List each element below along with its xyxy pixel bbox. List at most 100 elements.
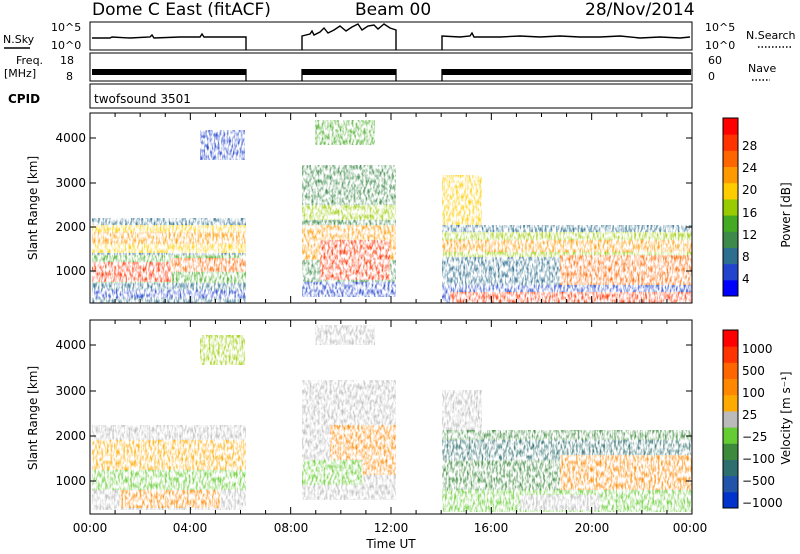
freq-left-tick-bottom: 8 xyxy=(66,70,73,83)
freq-label-2: [MHz] xyxy=(4,67,36,80)
power-ytick-3000: 3000 xyxy=(55,176,86,190)
noise-left-tick-bottom: 10^0 xyxy=(51,39,81,52)
velocity-colorbar-swatch-8 xyxy=(723,362,738,380)
power-heatmap xyxy=(92,120,692,303)
freq-band-1 xyxy=(92,69,246,75)
noise-right-tick-top: 10^5 xyxy=(705,21,735,34)
velocity-heatmap xyxy=(92,325,692,512)
velocity-cbar-tick-25: 25 xyxy=(742,408,757,422)
freq-band-2 xyxy=(302,69,396,75)
power-cbar-tick-4: 4 xyxy=(742,272,750,286)
velocity-scatter-block-3 xyxy=(442,390,692,512)
cpid-frame xyxy=(89,83,693,109)
velocity-colorbar-swatch-5 xyxy=(723,410,738,428)
velocity-ytick-4000: 4000 xyxy=(55,338,86,352)
chart-title: Dome C East (fitACF) xyxy=(92,0,271,20)
power-colorbar-swatch-9 xyxy=(723,134,738,151)
velocity-colorbar-swatch-9 xyxy=(723,346,738,363)
power-cbar-tick-20: 20 xyxy=(742,183,757,197)
date-label: 28/Nov/2014 xyxy=(585,0,695,20)
power-cbar-tick-16: 16 xyxy=(742,206,757,220)
power-colorbar-swatch-1 xyxy=(723,263,738,281)
velocity-colorbar-swatch-3 xyxy=(723,443,738,460)
freq-panel: Freq. [MHz] 18 8 60 0 Nave xyxy=(4,52,776,83)
noise-sky-trace xyxy=(92,23,691,50)
power-axis-ticks xyxy=(89,113,693,303)
power-ytick-1000: 1000 xyxy=(55,264,86,278)
velocity-cbar-label: Velocity [m s⁻¹] xyxy=(779,371,793,464)
freq-panel-frame xyxy=(89,52,693,82)
velocity-cbar-tick-neg100: −100 xyxy=(742,452,775,466)
velocity-scatter-block-2 xyxy=(302,325,396,500)
power-cbar-tick-24: 24 xyxy=(742,161,757,175)
velocity-colorbar-frame xyxy=(722,329,739,509)
velocity-ylabel: Slant Range [km] xyxy=(26,366,40,470)
velocity-scatter-block-1 xyxy=(92,335,246,510)
freq-right-tick-bottom: 0 xyxy=(708,70,715,83)
power-cbar-tick-28: 28 xyxy=(742,139,757,153)
velocity-cbar-tick-neg25: −25 xyxy=(742,430,767,444)
power-colorbar-swatch-10 xyxy=(723,118,738,135)
velocity-cbar-tick-500: 500 xyxy=(742,364,765,378)
velocity-cbar-tick-100: 100 xyxy=(742,386,765,400)
power-cbar-tick-12: 12 xyxy=(742,228,757,242)
power-colorbar-swatch-5 xyxy=(723,198,738,216)
velocity-axis-ticks xyxy=(89,320,693,514)
velocity-panel: Slant Range [km] 1000 2000 3000 4000 00:… xyxy=(26,319,793,551)
velocity-colorbar xyxy=(723,330,738,509)
power-ylabel: Slant Range [km] xyxy=(26,156,40,260)
velocity-colorbar-swatch-4 xyxy=(723,427,738,444)
freq-label-1: Freq. xyxy=(16,54,43,67)
noise-search-label: N.Search xyxy=(746,29,796,42)
velocity-colorbar-swatch-2 xyxy=(723,459,738,477)
freq-gap-edges xyxy=(245,69,443,81)
power-colorbar xyxy=(723,118,738,297)
xtick-1: 04:00 xyxy=(173,521,208,535)
cpid-label: CPID xyxy=(8,92,40,106)
freq-right-tick-top: 60 xyxy=(708,54,722,67)
power-scatter-block-1 xyxy=(92,130,246,303)
noise-sky-label: N.Sky xyxy=(3,33,35,46)
noise-left-tick-top: 10^5 xyxy=(51,21,81,34)
velocity-ytick-1000: 1000 xyxy=(55,474,86,488)
xtick-0: 00:00 xyxy=(73,521,108,535)
cpid-program: twofsound 3501 xyxy=(94,92,191,106)
power-colorbar-swatch-2 xyxy=(723,247,738,265)
noise-panel-frame xyxy=(89,21,693,51)
power-ytick-4000: 4000 xyxy=(55,131,86,145)
power-colorbar-swatch-4 xyxy=(723,215,738,232)
power-cbar-tick-8: 8 xyxy=(742,250,750,264)
xtick-5: 20:00 xyxy=(575,521,610,535)
xtick-6: 00:00 xyxy=(673,521,708,535)
noise-panel: N.Sky 10^5 10^0 10^5 10^0 N.Search xyxy=(3,21,796,52)
power-cbar-label: Power [dB] xyxy=(779,182,793,247)
power-colorbar-swatch-0 xyxy=(723,279,738,297)
power-panel: Slant Range [km] 1000 2000 3000 4000 28 … xyxy=(26,112,793,304)
power-colorbar-frame xyxy=(722,117,739,297)
power-ytick-2000: 2000 xyxy=(55,220,86,234)
velocity-ytick-2000: 2000 xyxy=(55,429,86,443)
velocity-colorbar-swatch-6 xyxy=(723,394,738,412)
velocity-colorbar-swatch-1 xyxy=(723,475,738,493)
velocity-colorbar-swatch-0 xyxy=(723,491,738,509)
freq-left-tick-top: 18 xyxy=(60,54,74,67)
nave-label: Nave xyxy=(748,62,776,75)
velocity-ytick-3000: 3000 xyxy=(55,384,86,398)
power-scatter-block-2 xyxy=(302,120,396,297)
velocity-cbar-tick-neg500: −500 xyxy=(742,474,775,488)
xtick-3: 12:00 xyxy=(374,521,409,535)
x-axis-label: Time UT xyxy=(365,537,416,551)
noise-right-tick-bottom: 10^0 xyxy=(705,39,735,52)
beam-label: Beam 00 xyxy=(355,0,431,20)
velocity-colorbar-swatch-10 xyxy=(723,330,738,347)
xtick-2: 08:00 xyxy=(274,521,309,535)
power-colorbar-swatch-6 xyxy=(723,182,738,200)
power-colorbar-swatch-8 xyxy=(723,150,738,168)
xtick-4: 16:00 xyxy=(474,521,509,535)
power-colorbar-swatch-3 xyxy=(723,231,738,248)
freq-band-3 xyxy=(442,69,691,75)
power-colorbar-swatch-7 xyxy=(723,166,738,184)
power-scatter-block-3 xyxy=(442,175,692,303)
velocity-cbar-tick-1000: 1000 xyxy=(742,342,773,356)
velocity-colorbar-swatch-7 xyxy=(723,378,738,396)
